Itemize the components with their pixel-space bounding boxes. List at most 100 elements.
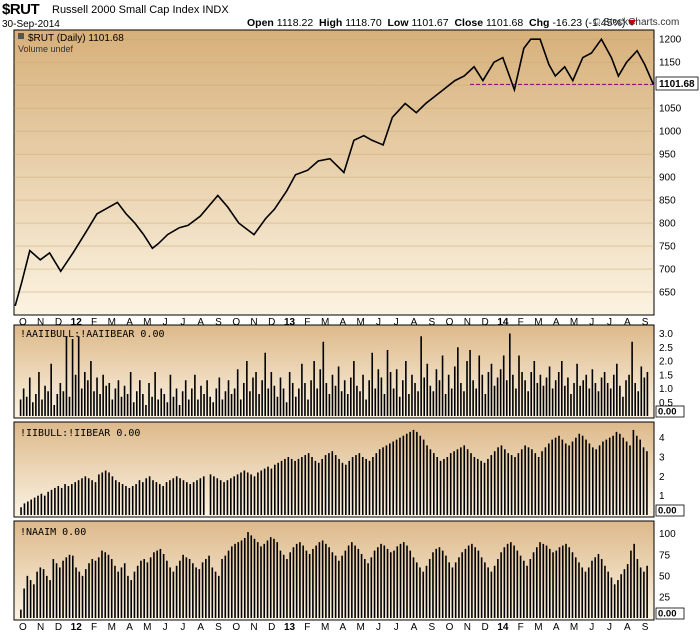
x-tick-label: J [394, 622, 399, 633]
x-tick-label: F [304, 622, 310, 633]
x-tick-label: M [356, 317, 364, 328]
y-tick-label: 750 [659, 242, 676, 253]
x-tick-label: M [143, 622, 151, 633]
legend-line-icon [18, 33, 24, 39]
x-tick-label: S [642, 622, 649, 633]
x-tick-label: A [411, 317, 418, 328]
x-tick-label: A [553, 622, 560, 633]
symbol: $RUT [2, 1, 40, 18]
y-tick-label: 75 [659, 550, 671, 561]
x-tick-label: J [163, 622, 168, 633]
x-tick-label: M [321, 622, 329, 633]
y-tick-label: 900 [659, 173, 676, 184]
y-tick-label: 0.5 [659, 398, 673, 409]
x-tick-label: A [411, 622, 418, 633]
quote-date: 30-Sep-2014 [2, 19, 60, 30]
brand-text: © StockCharts.com [593, 17, 680, 28]
y-tick-label: 2 [659, 472, 665, 483]
x-tick-label: 12 [71, 317, 83, 328]
last-value-tag [655, 504, 685, 517]
x-tick-label: 13 [284, 317, 296, 328]
x-tick-label: O [232, 317, 240, 328]
aaii-title: !AAIIBULL:!AAIIBEAR 0.00 [20, 329, 165, 340]
open-label: Open [247, 17, 274, 29]
x-tick-label: N [464, 317, 471, 328]
x-tick-label: M [534, 622, 542, 633]
x-tick-label: S [428, 622, 435, 633]
volume-note: Volume undef [18, 44, 74, 54]
y-tick-label: 3 [659, 453, 665, 464]
low-label: Low [387, 17, 409, 29]
y-tick-label: 1150 [659, 58, 681, 69]
last-price-label: 1101.68 [659, 79, 695, 90]
x-tick-label: N [464, 622, 471, 633]
x-tick-label: J [163, 317, 168, 328]
x-tick-label: D [268, 622, 275, 633]
x-tick-label: D [481, 622, 488, 633]
index-full-name: Russell 2000 Small Cap Index [52, 4, 200, 16]
naaim-title: !NAAIM 0.00 [20, 527, 86, 538]
x-tick-label: A [340, 622, 347, 633]
close-value: 1101.68 [485, 17, 524, 29]
aaii-panel [13, 324, 655, 419]
x-tick-label: S [215, 317, 222, 328]
y-tick-label: 1000 [659, 127, 682, 138]
last-value-tag [655, 405, 685, 418]
x-tick-label: J [180, 317, 185, 328]
price-line [14, 37, 655, 307]
y-tick-label: 3.0 [659, 329, 673, 340]
x-tick-label: A [340, 317, 347, 328]
y-tick-label: 50 [659, 571, 671, 582]
y-tick-label: 25 [659, 592, 671, 603]
high-value: 1118.70 [345, 17, 382, 29]
y-tick-label: 800 [659, 219, 676, 230]
high-label: High [319, 17, 343, 29]
y-tick-label: 2.0 [659, 357, 673, 368]
x-tick-label: M [108, 317, 116, 328]
x-tick-label: J [607, 622, 612, 633]
x-tick-label: J [376, 622, 381, 633]
x-tick-label: D [55, 317, 62, 328]
x-tick-label: D [55, 622, 62, 633]
x-tick-label: 14 [497, 317, 509, 328]
y-tick-label: 1050 [659, 104, 682, 115]
x-tick-label: A [126, 622, 133, 633]
x-tick-label: M [570, 622, 578, 633]
y-tick-label: 1 [659, 491, 665, 502]
x-tick-label: F [304, 317, 310, 328]
x-tick-label: S [428, 317, 435, 328]
x-tick-label: O [232, 622, 240, 633]
y-tick-label: 850 [659, 196, 676, 207]
x-tick-label: O [446, 317, 454, 328]
chg-value: -16.23 (-1.45%) [552, 17, 626, 29]
x-tick-label: M [143, 317, 151, 328]
x-tick-label: N [250, 317, 257, 328]
y-tick-label: 650 [659, 288, 676, 299]
x-tick-label: O [19, 317, 27, 328]
x-tick-label: J [180, 622, 185, 633]
exchange: INDX [202, 4, 229, 16]
x-tick-label: S [215, 622, 222, 633]
x-tick-label: A [126, 317, 133, 328]
x-tick-label: F [91, 317, 97, 328]
x-tick-label: A [624, 622, 631, 633]
x-tick-label: M [108, 622, 116, 633]
x-tick-label: O [446, 622, 454, 633]
y-tick-label: 4 [659, 433, 665, 444]
price-title: $RUT (Daily) 1101.68 [28, 33, 124, 44]
y-tick-label: 1200 [659, 35, 682, 46]
x-tick-label: N [250, 622, 257, 633]
x-tick-label: F [91, 622, 97, 633]
last-value-label: 0.00 [658, 609, 677, 620]
x-tick-label: A [553, 317, 560, 328]
price-panel [13, 29, 655, 316]
x-tick-label: N [37, 622, 44, 633]
x-tick-label: S [642, 317, 649, 328]
x-tick-label: J [589, 317, 594, 328]
x-tick-label: M [534, 317, 542, 328]
x-tick-label: M [321, 317, 329, 328]
low-value: 1101.67 [411, 17, 449, 29]
x-tick-label: J [607, 317, 612, 328]
x-tick-label: F [518, 317, 524, 328]
x-tick-label: D [268, 317, 275, 328]
